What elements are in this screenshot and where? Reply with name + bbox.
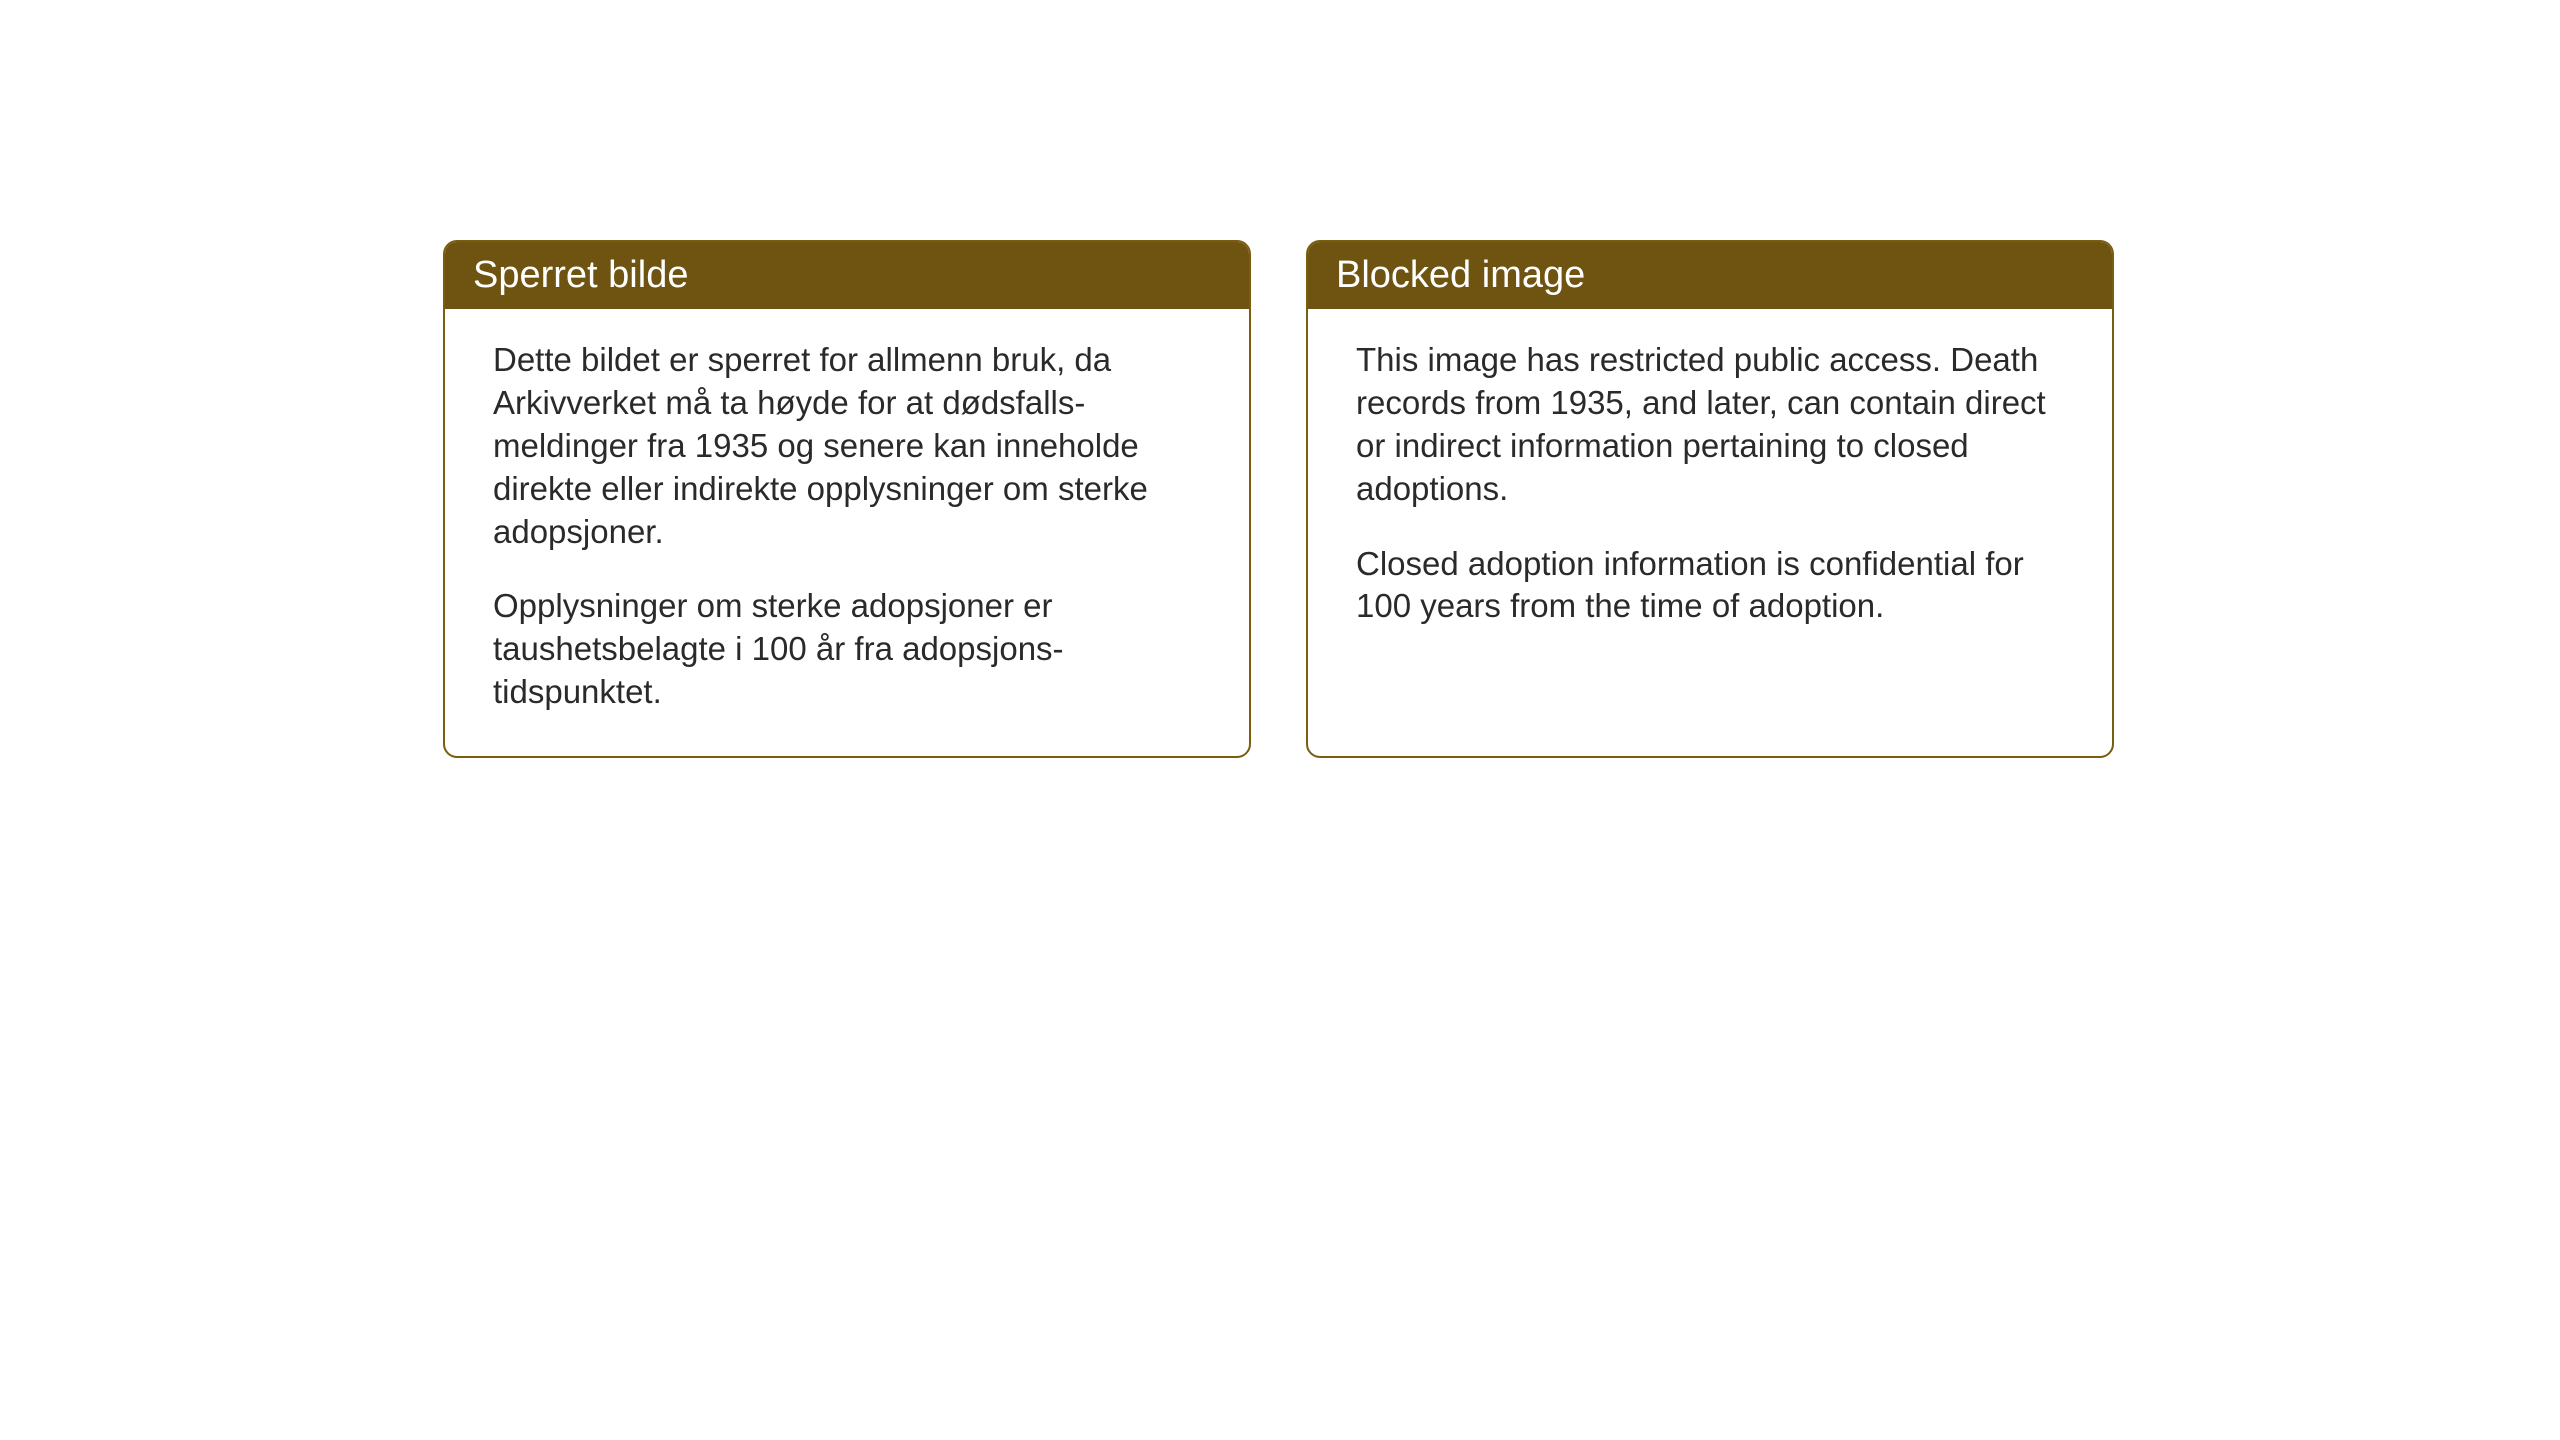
notice-container: Sperret bilde Dette bildet er sperret fo… [443,240,2114,758]
paragraph-1-english: This image has restricted public access.… [1356,339,2064,511]
panel-body-norwegian: Dette bildet er sperret for allmenn bruk… [445,309,1249,756]
paragraph-2-norwegian: Opplysninger om sterke adopsjoner er tau… [493,585,1201,714]
panel-title-english: Blocked image [1336,254,1585,296]
panel-header-english: Blocked image [1308,242,2112,309]
paragraph-1-norwegian: Dette bildet er sperret for allmenn bruk… [493,339,1201,553]
panel-header-norwegian: Sperret bilde [445,242,1249,309]
panel-title-norwegian: Sperret bilde [473,254,688,296]
panel-body-english: This image has restricted public access.… [1308,309,2112,738]
notice-panel-norwegian: Sperret bilde Dette bildet er sperret fo… [443,240,1251,758]
notice-panel-english: Blocked image This image has restricted … [1306,240,2114,758]
paragraph-2-english: Closed adoption information is confident… [1356,543,2064,629]
